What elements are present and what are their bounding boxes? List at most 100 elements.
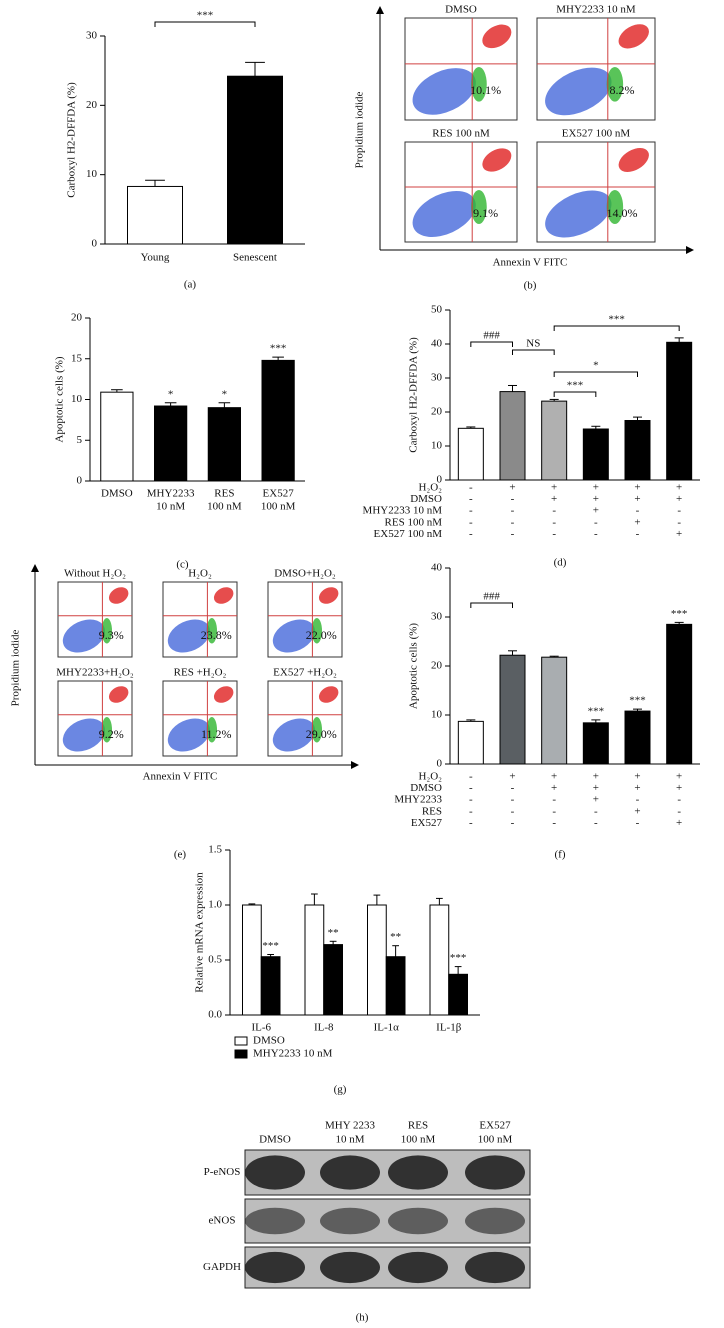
apoptotic-cells [606, 190, 624, 224]
y-tick-label: 30 [431, 611, 443, 623]
y-tick-label: 0 [437, 758, 443, 770]
bracket-label: *** [197, 10, 214, 22]
y-axis-label: Carboxyl H2-DFFDA (%) [66, 82, 78, 198]
condition-sign: + [593, 505, 599, 517]
plot-percent: 22.0% [306, 628, 337, 642]
condition-sign: - [469, 805, 473, 817]
condition-sign: - [469, 516, 473, 528]
significance: * [222, 388, 228, 400]
blot-band [465, 1155, 525, 1190]
condition-sign: - [469, 782, 473, 794]
x-tick-label: IL-6 [251, 1022, 271, 1034]
condition-sign: + [676, 782, 682, 794]
panel-label: (d) [554, 557, 567, 569]
panel-label: (f) [555, 849, 566, 861]
y-tick-label: 20 [431, 406, 443, 418]
blot-band [245, 1155, 305, 1190]
panel-label: (c) [176, 559, 189, 571]
condition-sign: - [469, 794, 473, 806]
apoptotic-cells [206, 618, 218, 644]
bar [127, 185, 183, 245]
blot-band [465, 1251, 525, 1284]
plot-percent: 9.2% [99, 727, 124, 741]
plot-percent: 23.8% [201, 628, 232, 642]
panel-label: (h) [356, 1312, 369, 1324]
condition-name: H₂O₂ [418, 771, 442, 783]
x-tick-label: EX527 [263, 488, 295, 500]
significance: ** [328, 927, 339, 939]
plot-percent: 9.3% [99, 628, 124, 642]
x-tick-label: 100 nM [207, 501, 242, 513]
bracket-label: *** [567, 380, 584, 392]
condition-sign: - [552, 805, 556, 817]
condition-sign: + [593, 794, 599, 806]
y-tick-label: 10 [431, 709, 443, 721]
bar [242, 904, 262, 1016]
live-cells [412, 68, 476, 115]
condition-sign: + [551, 782, 557, 794]
condition-sign: + [634, 782, 640, 794]
bar [304, 904, 325, 1016]
lane-label: 100 nM [401, 1134, 436, 1146]
condition-name: H₂O₂ [418, 482, 442, 494]
dead-cells [318, 587, 339, 604]
bracket-label: *** [608, 314, 625, 326]
y-tick-label: 30 [431, 372, 443, 384]
x-tick-label: MHY2233 [147, 488, 195, 500]
bar [666, 623, 693, 765]
live-cells [62, 718, 105, 752]
plot-percent: 29.0% [306, 727, 337, 741]
condition-sign: - [552, 817, 556, 829]
bar [100, 391, 134, 482]
row-label: eNOS [209, 1215, 236, 1227]
bar [457, 427, 484, 481]
bar [154, 405, 188, 482]
y-tick-label: 1.0 [208, 899, 222, 911]
condition-sign: + [676, 482, 682, 494]
plot-title: DMSO [445, 4, 477, 16]
x-tick-label: 10 nM [156, 501, 185, 513]
lane-label: RES [408, 1120, 428, 1132]
bracket-label: * [593, 360, 599, 372]
bar [323, 944, 343, 1016]
condition-sign: + [593, 482, 599, 494]
condition-name: DMSO [410, 493, 442, 505]
legend-swatch [234, 1036, 248, 1046]
y-axis-label: Propidium iodide [10, 630, 22, 707]
bar [385, 956, 406, 1016]
apoptotic-cells [101, 717, 113, 743]
blot-band [388, 1251, 448, 1284]
x-tick-label: 100 nM [261, 501, 296, 513]
significance: *** [588, 705, 605, 717]
y-axis-label: Apoptotic cells (%) [408, 623, 420, 709]
plot-percent: 10.1% [470, 83, 501, 97]
x-tick-label: RES [214, 488, 234, 500]
blot-band [388, 1155, 448, 1190]
significance: * [168, 388, 174, 400]
condition-name: RES 100 nM [385, 516, 443, 528]
condition-sign: - [552, 516, 556, 528]
condition-sign: + [676, 771, 682, 783]
condition-sign: - [511, 794, 515, 806]
y-tick-label: 1.5 [208, 844, 222, 856]
legend-label: MHY2233 10 nM [253, 1048, 333, 1060]
condition-name: MHY2233 10 nM [363, 505, 443, 517]
condition-sign: + [593, 493, 599, 505]
dead-cells [482, 148, 512, 172]
condition-name: DMSO [410, 782, 442, 794]
y-tick-label: 10 [86, 168, 98, 180]
y-tick-label: 30 [86, 30, 98, 42]
dead-cells [482, 24, 512, 49]
condition-sign: - [594, 805, 598, 817]
live-cells [167, 718, 210, 752]
panel-label: (a) [184, 279, 197, 291]
significance: *** [262, 940, 279, 952]
y-tick-label: 0.0 [208, 1009, 222, 1021]
bar [260, 956, 281, 1016]
y-tick-label: 40 [431, 562, 443, 574]
bar [499, 654, 526, 765]
live-cells [167, 619, 210, 653]
condition-name: MHY2233 [394, 794, 442, 806]
condition-sign: - [552, 505, 556, 517]
lane-label: MHY 2233 [325, 1120, 376, 1132]
